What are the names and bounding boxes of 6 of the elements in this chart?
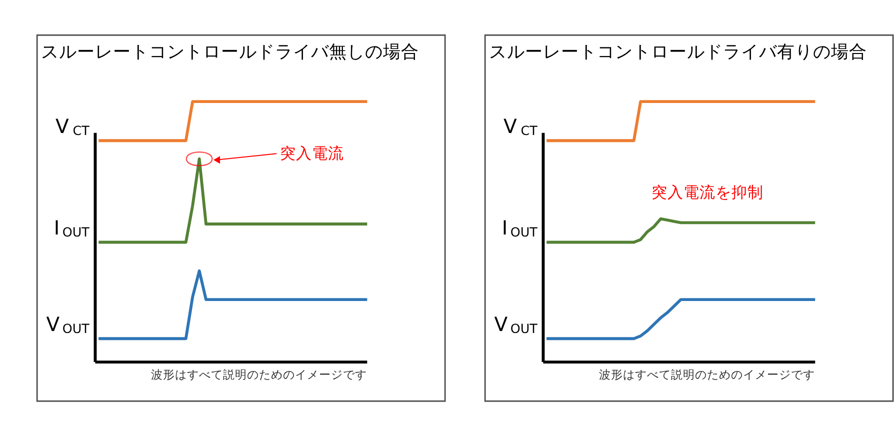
- annotation: 突入電流を抑制: [652, 184, 764, 202]
- chart-title: スルーレートコントロールドライバ有りの場合: [488, 42, 867, 63]
- annotation: 突入電流: [280, 144, 344, 163]
- text: 波形はすべて説明のためのイメージです: [599, 368, 816, 382]
- chart-title: スルーレートコントロールドライバ無しの場合: [40, 42, 419, 63]
- text: 波形はすべて説明のためのイメージです: [151, 368, 368, 382]
